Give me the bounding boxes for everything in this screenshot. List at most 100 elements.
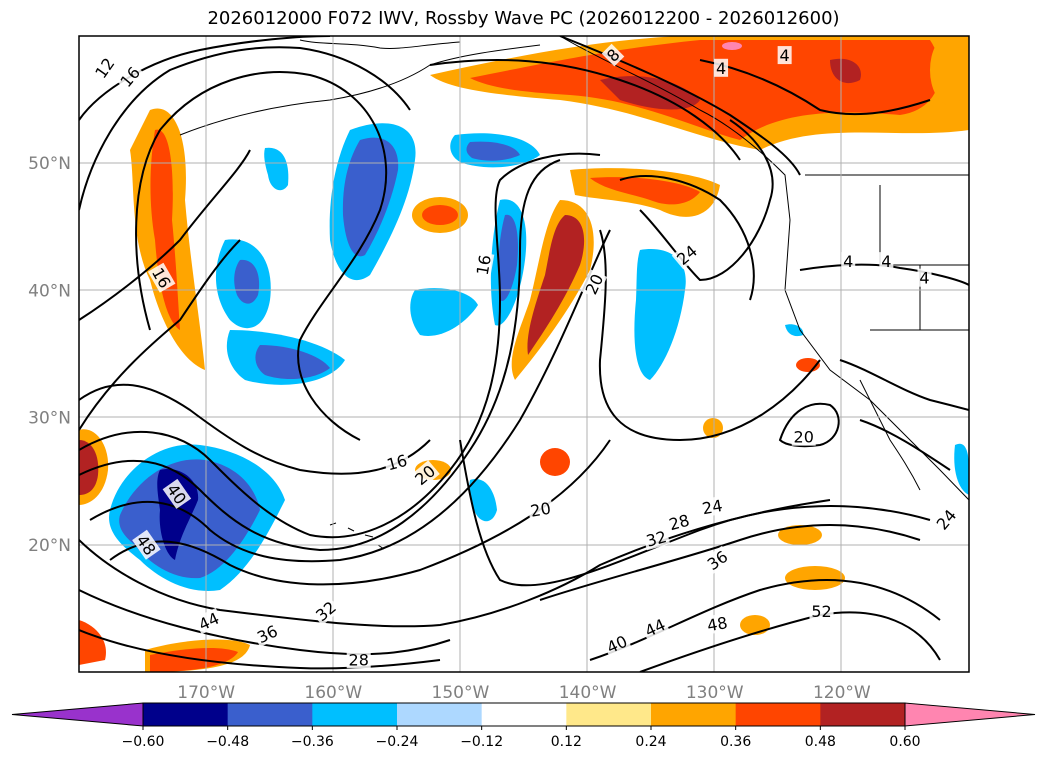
contour-line xyxy=(429,59,741,161)
contour-line xyxy=(79,239,241,431)
shading-warm-alaska-peak xyxy=(600,58,861,110)
contour-label-halo xyxy=(132,529,161,560)
contour-label-text: 4 xyxy=(881,252,891,271)
colorbar-bin xyxy=(820,703,906,726)
contour-label-text: 4 xyxy=(716,59,726,78)
shading-warm-blob-8 xyxy=(930,36,969,105)
contour-line xyxy=(539,524,921,601)
colorbar-bin xyxy=(735,703,821,726)
contour-label-halo xyxy=(665,510,694,534)
contour-line xyxy=(79,152,601,539)
contour-line xyxy=(135,71,388,441)
shading-warm-sw-core xyxy=(79,440,99,495)
contour-label: 32 xyxy=(642,526,671,551)
shading-warm-blob-2 xyxy=(540,448,570,476)
lon-tick-label: 150°W xyxy=(432,683,490,703)
contour-label-halo xyxy=(640,614,670,641)
contour-line xyxy=(79,149,251,321)
lon-tick-label: 120°W xyxy=(813,683,871,703)
colorbar-extend-high xyxy=(904,702,1036,727)
contour-label-halo xyxy=(527,498,554,521)
contour-label: 4 xyxy=(841,252,856,271)
contour-label-halo xyxy=(714,58,729,77)
contour-label-halo xyxy=(252,620,282,648)
contour-label-text: 28 xyxy=(667,511,692,535)
contour-label-halo xyxy=(791,427,816,446)
contour-label-halo xyxy=(346,650,371,669)
contour-label: 4 xyxy=(714,58,729,78)
contour-line xyxy=(459,439,931,587)
contour-label-halo xyxy=(931,504,961,535)
colorbar-bin xyxy=(481,703,567,726)
contour-label-text: 4 xyxy=(919,269,929,288)
shading-cold-mid-5-core xyxy=(498,214,518,301)
contour-label-text: 20 xyxy=(529,499,552,521)
contour-line xyxy=(79,499,831,628)
contour-label-halo xyxy=(147,262,176,293)
contour-label: 4 xyxy=(917,268,932,288)
contour-label-text: 52 xyxy=(811,602,831,621)
longitude-labels: 170°W 160°W 150°W 140°W 130°W 120°W xyxy=(177,683,871,703)
shading-warm-sw-low xyxy=(79,620,106,665)
colorbar-tick-label: 0.60 xyxy=(889,734,920,750)
contour-label-halo xyxy=(917,268,932,287)
shading-cold-mid-3-core xyxy=(234,259,260,304)
chart-title: 2026012000 F072 IWV, Rossby Wave PC (202… xyxy=(207,8,840,29)
contour-label-halo xyxy=(409,460,440,490)
contour-line xyxy=(89,229,611,563)
border-states xyxy=(840,185,969,331)
contour-label-text: 4 xyxy=(780,46,790,65)
coast-baja xyxy=(859,379,921,491)
contour-label: 28 xyxy=(346,650,371,669)
contour-label: 24 xyxy=(698,495,726,518)
shading-warm-blob-4 xyxy=(785,566,845,590)
colorbar-bin xyxy=(566,703,652,726)
lat-tick-label: 20°N xyxy=(28,536,71,556)
contour-line xyxy=(589,579,941,661)
colorbar-tick-label: 0.12 xyxy=(551,734,582,750)
contour-line xyxy=(79,589,451,656)
lon-tick-label: 130°W xyxy=(686,683,744,703)
contour-label-halo xyxy=(162,478,192,509)
colorbar-bin xyxy=(397,703,483,726)
colorbar-tick-label: −0.36 xyxy=(291,734,334,750)
lon-tick-label: 160°W xyxy=(304,683,362,703)
contour-line xyxy=(79,629,441,670)
lat-tick-label: 50°N xyxy=(28,154,71,174)
colorbar-bin xyxy=(651,703,737,726)
contour-label-halo xyxy=(879,252,894,271)
colorbar-tick-label: 0.24 xyxy=(635,734,666,750)
contour-line xyxy=(598,229,821,442)
contour-line xyxy=(79,383,431,475)
colorbar-tick-label: 0.36 xyxy=(720,734,751,750)
shading-cold-mid-2-core xyxy=(255,345,330,380)
colorbar-bin xyxy=(227,703,313,726)
contour-line xyxy=(639,119,774,282)
contour-line xyxy=(79,159,561,552)
lat-tick-label: 40°N xyxy=(28,281,71,301)
contour-label-halo xyxy=(580,269,608,299)
contour-label-halo xyxy=(90,52,119,83)
contour-label-text: 32 xyxy=(644,527,669,551)
contour-line xyxy=(839,359,969,411)
contour-label-halo xyxy=(194,607,224,635)
colorbar: −0.60 −0.48 −0.36 −0.24 −0.12 0.12 0.24 0.36 0.4… xyxy=(11,702,1036,750)
contour-label-halo xyxy=(809,601,834,620)
shading-warm-s-core xyxy=(150,648,238,672)
contour-label-text: 48 xyxy=(706,613,729,635)
shading-pink-peak xyxy=(722,42,742,50)
contour-line xyxy=(699,59,931,116)
contour-label-halo xyxy=(601,43,625,67)
shading-warm-blob-1-core xyxy=(422,205,458,225)
gridlines xyxy=(79,36,969,672)
lon-tick-label: 170°W xyxy=(177,683,235,703)
contour-line xyxy=(778,402,840,448)
contour-label: 16 xyxy=(472,251,495,279)
contour-label: 16 xyxy=(382,450,411,474)
shading-cold-mid-4-core xyxy=(466,141,520,161)
contour-label-halo xyxy=(115,61,145,92)
shading-cold-mid-7 xyxy=(634,249,686,380)
lat-tick-label: 30°N xyxy=(28,409,71,429)
